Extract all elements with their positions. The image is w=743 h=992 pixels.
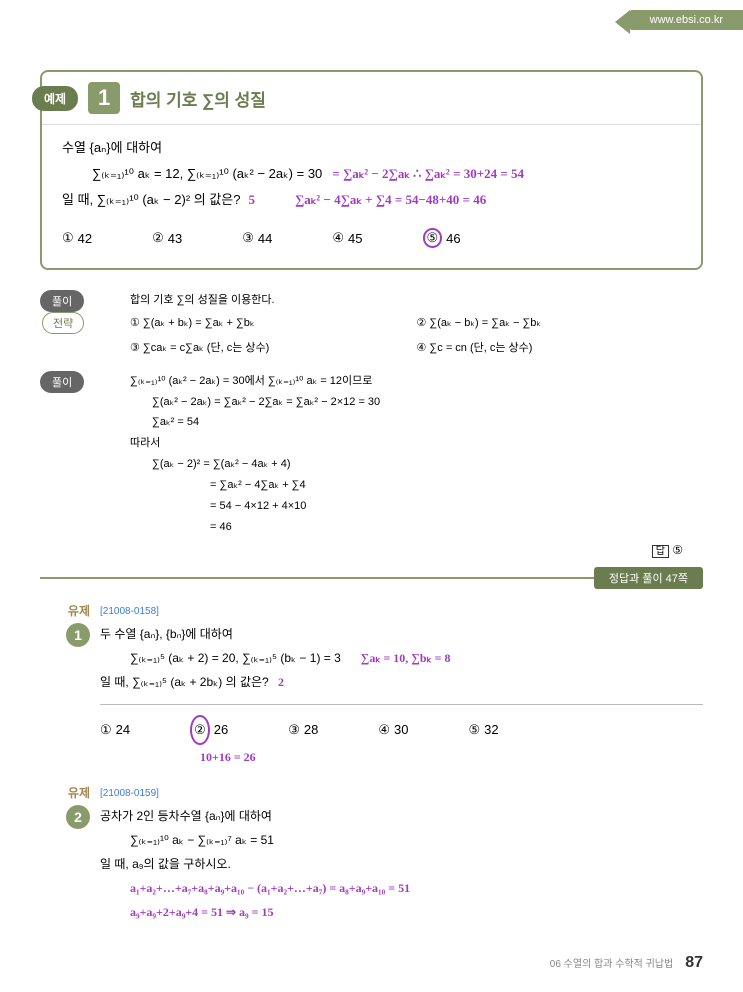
sub1-calc: 10+16 = 26 [100,745,703,769]
sub1-choice-2: ② 26 [190,715,228,745]
correct-circle-icon: ② [190,715,210,745]
url-tab: www.ebsi.co.kr [630,10,743,30]
solution-steps: ∑₍ₖ₌₁₎¹⁰ (aₖ² − 2aₖ) = 30에서 ∑₍ₖ₌₁₎¹⁰ aₖ … [130,371,703,538]
strategy-text: 합의 기호 ∑의 성질을 이용한다. [130,290,703,311]
problem-intro: 수열 {aₙ}에 대하여 [62,135,681,161]
annotation-1: = ∑aₖ² − 2∑aₖ ∴ ∑aₖ² = 30+24 = 54 [332,161,524,187]
sub2-intro: 공차가 2인 등차수열 {aₙ}에 대하여 [100,804,703,828]
footer: 06 수열의 합과 수학적 귀납법 87 [40,954,703,972]
problem-body: 수열 {aₙ}에 대하여 ∑₍ₖ₌₁₎¹⁰ aₖ = 12, ∑₍ₖ₌₁₎¹⁰ … [42,125,701,223]
choices-row: ① 42 ② 43 ③ 44 ④ 45 ⑤ 46 [42,223,701,253]
sub-problem-1: 유제 1 [21008-0158] 두 수열 {aₙ}, {bₙ}에 대하여 ∑… [40,602,703,769]
example-title: 합의 기호 ∑의 성질 [130,86,266,111]
sub2-question: 일 때, a₉의 값을 구하시오. [100,852,703,876]
chapter-label: 06 수열의 합과 수학적 귀납법 [550,955,673,970]
solution-tag: 풀이 [40,290,84,312]
choice-2: ② 43 [152,228,182,248]
step-4: ∑(aₖ − 2)² = ∑(aₖ² − 4aₖ + 4) [130,454,703,475]
choice-5: ⑤ 46 [423,228,461,248]
prop-1: ① ∑(aₖ + bₖ) = ∑aₖ + ∑bₖ [130,311,417,336]
solution-tag-2: 풀이 [40,371,84,393]
sub1-choice-4: ④ 30 [378,715,408,745]
prop-4: ④ ∑c = cn (단, c는 상수) [417,336,704,361]
step-1: ∑(aₖ² − 2aₖ) = ∑aₖ² − 2∑aₖ = ∑aₖ² − 2×12… [130,392,703,413]
sub2-annotation2: a₉+a₉+2+a₉+4 = 51 ⇒ a₉ = 15 [100,900,703,924]
sub1-intro: 두 수열 {aₙ}, {bₙ}에 대하여 [100,622,703,646]
prop-2: ② ∑(aₖ − bₖ) = ∑aₖ − ∑bₖ [417,311,704,336]
sub1-question: 일 때, ∑₍ₖ₌₁₎⁵ (aₖ + 2bₖ) 의 값은? [100,675,269,689]
example-number: 1 [88,82,120,114]
sub-label-2: 유제 [40,784,90,801]
given-formula: ∑₍ₖ₌₁₎¹⁰ aₖ = 12, ∑₍ₖ₌₁₎¹⁰ (aₖ² − 2aₖ) =… [92,161,322,187]
sub-label-1: 유제 [40,602,90,619]
solution-section: 풀이 전략 합의 기호 ∑의 성질을 이용한다. ① ∑(aₖ + bₖ) = … [40,290,703,557]
sub1-choice-5: ⑤ 32 [469,715,499,745]
divider [100,704,703,705]
answer-box: 답 ⑤ [40,542,703,557]
properties-list: ① ∑(aₖ + bₖ) = ∑aₖ + ∑bₖ ② ∑(aₖ − bₖ) = … [130,311,703,361]
correct-circle-icon: ⑤ [423,228,443,248]
page-number: 87 [685,954,703,972]
step-5: = ∑aₖ² − 4∑aₖ + ∑4 [130,475,703,496]
sub1-code: [21008-0158] [100,602,703,622]
sub1-annotation: ∑aₖ = 10, ∑bₖ = 8 [361,646,451,670]
sub2-code: [21008-0159] [100,784,703,804]
choice-4: ④ 45 [332,228,362,248]
strategy-tag: 전략 [42,312,84,334]
sub1-choices: ① 24 ② 26 ③ 28 ④ 30 ⑤ 32 [100,715,703,745]
sub2-annotation1: a₁+a₂+…+a₇+a₈+a₉+a₁₀ − (a₁+a₂+…+a₇) = a₈… [100,876,703,900]
sub-num-1: 1 [66,623,90,647]
step-6: = 54 − 4×12 + 4×10 [130,496,703,517]
answer-label: 답 [652,545,669,558]
question-text: 일 때, ∑₍ₖ₌₁₎¹⁰ (aₖ − 2)² 의 값은? [62,187,240,213]
sub-num-2: 2 [66,805,90,829]
step-0: ∑₍ₖ₌₁₎¹⁰ (aₖ² − 2aₖ) = 30에서 ∑₍ₖ₌₁₎¹⁰ aₖ … [130,371,703,392]
choice-3: ③ 44 [242,228,272,248]
answer-value: ⑤ [672,543,683,557]
sub-problem-2: 유제 2 [21008-0159] 공차가 2인 등차수열 {aₙ}에 대하여 … [40,784,703,924]
sub1-choice-1: ① 24 [100,715,130,745]
prop-3: ③ ∑caₖ = c∑aₖ (단, c는 상수) [130,336,417,361]
example-badge: 예제 [32,86,78,111]
sub1-choice-3: ③ 28 [288,715,318,745]
sub1-formula: ∑₍ₖ₌₁₎⁵ (aₖ + 2) = 20, ∑₍ₖ₌₁₎⁵ (bₖ − 1) … [130,646,341,670]
annotation-3: ∑aₖ² − 4∑aₖ + ∑4 = 54−48+40 = 46 [295,187,486,213]
choice-1: ① 42 [62,228,92,248]
sub1-q-annotation: 2 [278,675,284,689]
step-2: ∑aₖ² = 54 [130,412,703,433]
step-3: 따라서 [130,433,703,454]
example-box: 예제 1 합의 기호 ∑의 성질 수열 {aₙ}에 대하여 ∑₍ₖ₌₁₎¹⁰ a… [40,70,703,270]
example-header: 예제 1 합의 기호 ∑의 성질 [42,72,701,125]
sub-header-bar: 정답과 풀이 47쪽 [594,567,703,589]
annotation-2: 5 [248,187,255,213]
step-7: = 46 [130,517,703,538]
sub2-formula: ∑₍ₖ₌₁₎¹⁰ aₖ − ∑₍ₖ₌₁₎⁷ aₖ = 51 [100,828,703,852]
sub-section: 정답과 풀이 47쪽 유제 1 [21008-0158] 두 수열 {aₙ}, … [40,577,703,924]
